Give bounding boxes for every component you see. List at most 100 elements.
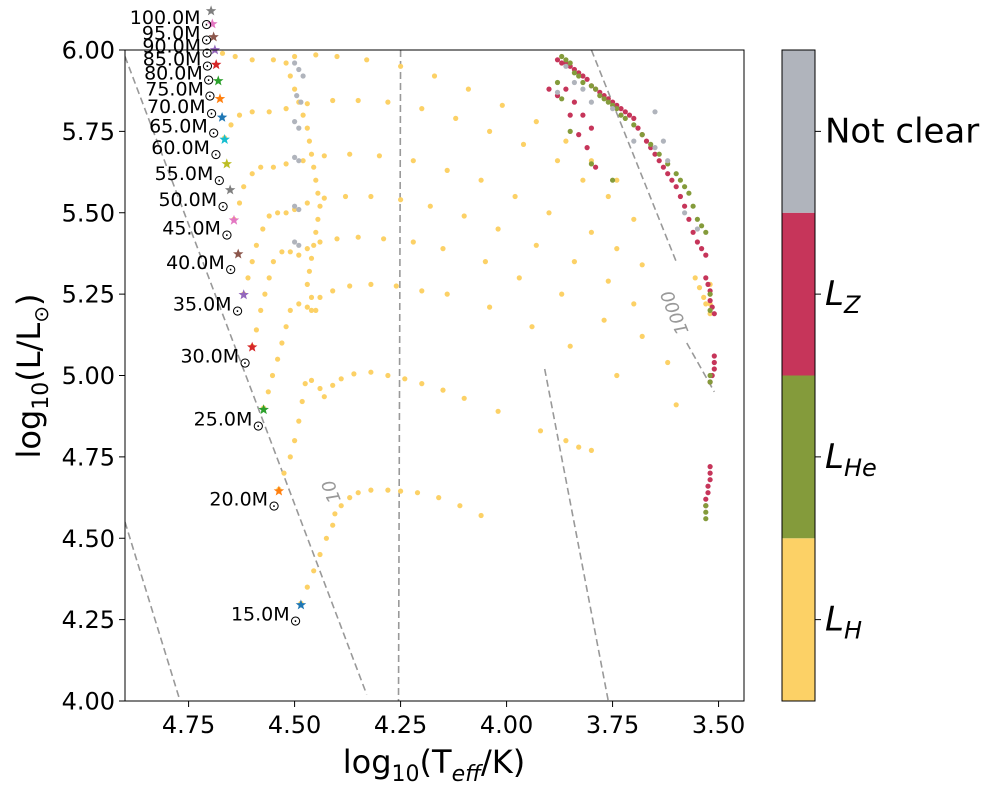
track-dot [622, 115, 628, 121]
track-dot [283, 324, 289, 330]
track-dot [690, 203, 696, 209]
track-dot [631, 122, 637, 128]
track-dot [410, 239, 416, 245]
track-dot [559, 60, 565, 66]
track-dot [694, 239, 701, 245]
y-tick-label: 4.25 [62, 606, 115, 634]
track-dot [304, 281, 310, 287]
track-dot [262, 291, 268, 297]
track-dot [270, 259, 276, 265]
track-dot [614, 106, 620, 112]
track-dot [631, 301, 637, 307]
y-tick-label: 4.75 [62, 443, 115, 471]
track-dot [398, 63, 404, 69]
zams-star-marker [224, 184, 236, 195]
track-dot [249, 109, 255, 115]
isoline-5 [543, 368, 610, 701]
track-dot [355, 490, 361, 496]
track-dot [478, 177, 484, 183]
track-dot [580, 73, 586, 79]
track-dot [711, 311, 717, 317]
track-dot [296, 206, 302, 213]
track-dot [694, 216, 701, 222]
track-dot [241, 184, 247, 190]
track-dot [258, 307, 264, 313]
track-dot [626, 112, 633, 118]
track-dot [571, 70, 578, 76]
track-dot [707, 379, 713, 385]
track-dot [605, 193, 611, 200]
track-dot [478, 512, 484, 519]
track-dot [364, 57, 370, 63]
track-dot [631, 216, 637, 222]
track-dot [347, 495, 353, 501]
track-dot [313, 307, 319, 313]
track-dot [554, 158, 561, 164]
x-tick-label: 4.25 [374, 711, 427, 739]
zams-star-marker [238, 289, 249, 300]
mass-label: 35.0M⊙ [173, 293, 243, 319]
track-dot [275, 210, 281, 216]
mass-label: 90.0M⊙ [142, 35, 212, 61]
track-dot [338, 503, 344, 509]
track-dot [495, 408, 501, 414]
track-dot [294, 93, 300, 99]
track-dot [635, 125, 641, 131]
track-dot [308, 307, 315, 313]
track-dot [283, 106, 289, 112]
track-dot [323, 535, 329, 541]
track-dot [686, 216, 692, 222]
track-dot [563, 438, 569, 444]
track-dot [694, 226, 701, 232]
y-tick-label: 4.50 [62, 525, 115, 553]
mass-label: 30.0M⊙ [180, 346, 250, 372]
zams-star-marker [208, 31, 219, 42]
y-tick-label: 4.00 [62, 688, 115, 716]
track-dot [292, 154, 298, 160]
track-dot [279, 340, 285, 346]
mass-label: 75.0M⊙ [145, 79, 215, 105]
zams-star-marker [214, 93, 226, 104]
track-dot [711, 366, 717, 372]
zams-star-marker [273, 485, 285, 496]
track-dot [643, 138, 650, 144]
track-dot [321, 394, 327, 400]
colorbar: LH LHe LZ Not clear [781, 49, 979, 702]
track-dot [622, 109, 628, 115]
track-dot [368, 369, 374, 375]
track-dot [546, 210, 552, 216]
zams-star-marker [295, 599, 307, 610]
track-dot [270, 57, 276, 63]
x-tick-label: 3.50 [692, 711, 745, 739]
track-dot [300, 112, 306, 118]
y-axis-ticks: 4.00 4.25 4.50 4.75 5.00 5.25 5.50 5.75 6.00 [62, 37, 125, 716]
track-dot [419, 106, 425, 112]
track-dot [711, 359, 717, 366]
zams-star-marker [258, 404, 269, 415]
track-dot [334, 53, 340, 60]
track-dot [686, 190, 692, 196]
track-dot [610, 106, 616, 112]
track-dot [292, 239, 298, 245]
track-dot [236, 112, 243, 118]
track-dots-layer [212, 50, 717, 607]
colorbar-segment [782, 212, 815, 376]
track-dot [304, 246, 310, 252]
track-dot [660, 164, 667, 170]
track-dot [703, 509, 709, 515]
track-dot [292, 203, 298, 209]
mass-label: 45.0M⊙ [162, 218, 232, 244]
mass-label: 80.0M⊙ [144, 62, 214, 88]
track-dot [457, 503, 463, 509]
track-dot [614, 372, 620, 379]
track-dot [315, 190, 321, 196]
track-dot [487, 128, 493, 134]
track-dot [304, 101, 310, 107]
track-dot [487, 304, 493, 310]
track-dot [533, 119, 539, 125]
track-dot [436, 495, 442, 501]
colorbar-label: LH [825, 600, 862, 645]
track-dot [283, 161, 289, 167]
track-dot [232, 53, 238, 60]
